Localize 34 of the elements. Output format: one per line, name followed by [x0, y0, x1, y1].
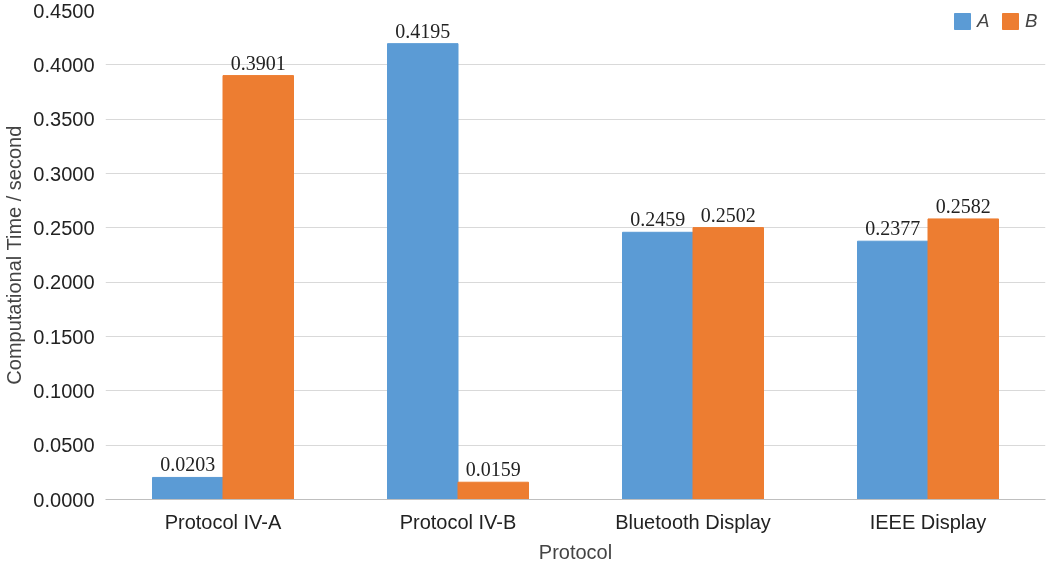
y-tick-label: 0.1500 [33, 325, 95, 348]
bar [622, 231, 694, 500]
x-tick-label: IEEE Display [869, 510, 987, 533]
y-tick-label: 0.3000 [33, 162, 95, 185]
legend-label: A [977, 10, 991, 32]
y-tick-label: 0.1000 [33, 379, 95, 402]
y-tick-label: 0.3500 [33, 108, 95, 131]
bar [387, 43, 459, 500]
y-axis-title: Computational Time / second [3, 125, 26, 385]
bar [457, 481, 529, 500]
data-label: 0.0159 [465, 458, 521, 481]
bar [692, 227, 764, 500]
y-tick-label: 0.0000 [33, 488, 95, 511]
bar [222, 75, 294, 500]
y-tick-label: 0.4500 [33, 0, 95, 22]
y-tick-label: 0.4000 [33, 53, 95, 76]
data-label: 0.2582 [935, 194, 991, 217]
bar [857, 240, 929, 500]
y-tick-label: 0.0500 [33, 434, 95, 457]
data-label: 0.2459 [630, 208, 686, 231]
x-tick-label: Protocol IV-B [399, 510, 517, 533]
x-tick-label: Protocol IV-A [164, 510, 283, 533]
data-label: 0.2502 [700, 203, 756, 226]
x-tick-label: Bluetooth Display [615, 510, 771, 533]
y-tick-label: 0.2000 [33, 271, 95, 294]
data-label: 0.3901 [230, 51, 286, 74]
y-tick-label: 0.2500 [33, 216, 95, 239]
bar [152, 476, 224, 500]
x-axis-title: Protocol [538, 540, 613, 563]
data-label: 0.2377 [865, 217, 921, 240]
legend-label: B [1025, 10, 1039, 32]
bar [927, 218, 999, 500]
data-label: 0.4195 [395, 19, 451, 42]
data-label: 0.0203 [160, 453, 216, 476]
